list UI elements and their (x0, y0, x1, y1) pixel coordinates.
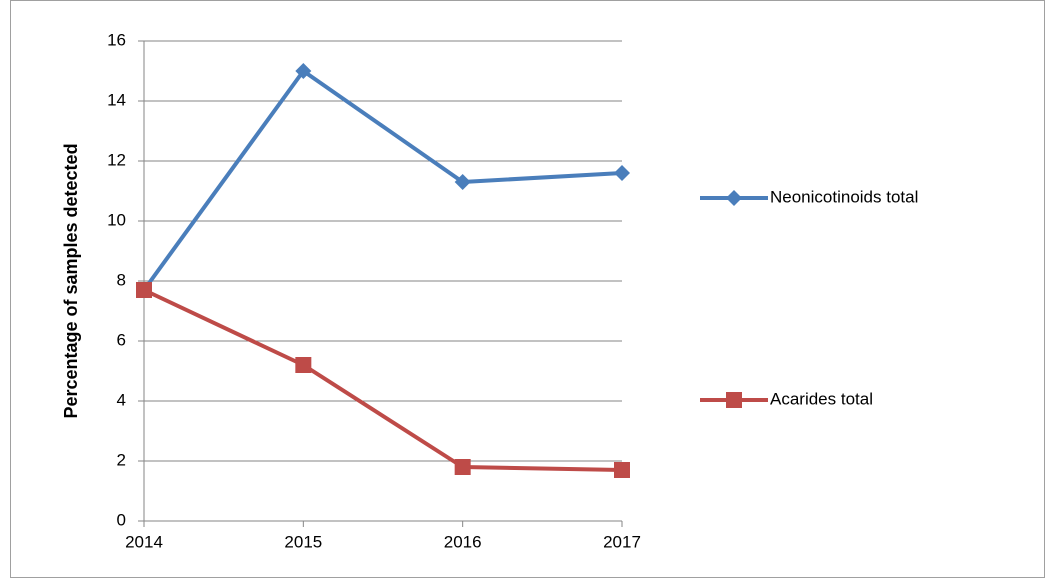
y-tick-label: 12 (107, 150, 126, 169)
y-tick-label: 6 (117, 330, 126, 349)
x-tick-label: 2014 (125, 532, 163, 551)
x-tick-label: 2016 (444, 532, 482, 551)
series-line (143, 288, 623, 472)
y-tick-label: 8 (117, 270, 126, 289)
data-point (454, 459, 471, 475)
data-point (614, 462, 630, 478)
data-point (454, 174, 471, 190)
legend-marker (726, 392, 742, 408)
y-axis-title: Percentage of samples detected (61, 143, 81, 418)
data-point (136, 282, 152, 298)
legend-marker (726, 190, 742, 206)
legend-label: Acarides total (770, 389, 873, 408)
y-tick-label: 10 (107, 210, 126, 229)
y-tick-label: 0 (117, 510, 126, 529)
legend-label: Neonicotinoids total (770, 187, 918, 206)
y-tick-label: 16 (107, 30, 126, 49)
data-point (614, 165, 630, 181)
x-tick-label: 2017 (603, 532, 641, 551)
x-tick-label: 2015 (284, 532, 322, 551)
chart-border (10, 0, 1045, 578)
y-tick-label: 4 (117, 390, 126, 409)
y-tick-label: 2 (117, 450, 126, 469)
series-line (142, 69, 623, 292)
data-point (295, 63, 312, 79)
data-point (295, 357, 312, 373)
y-tick-label: 14 (107, 90, 126, 109)
